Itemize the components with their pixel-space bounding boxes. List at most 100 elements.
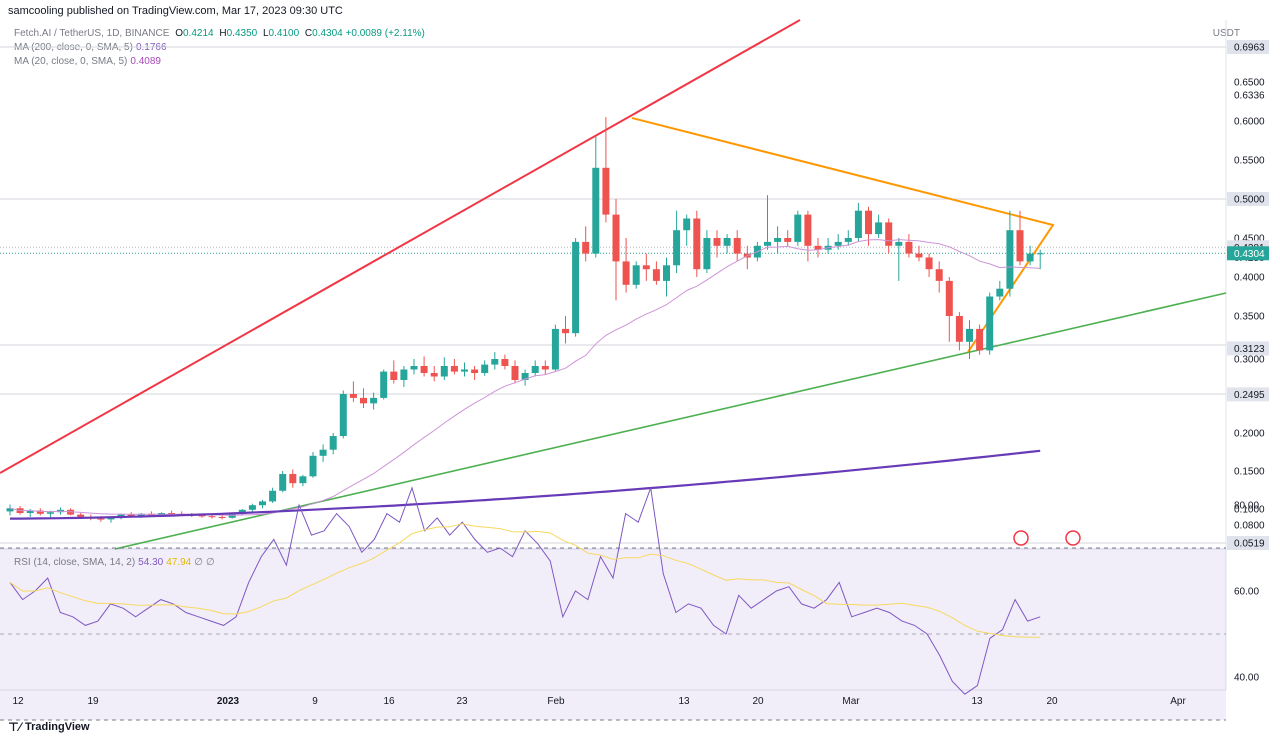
time-tick-label: 20 [1046,696,1058,707]
candle [986,296,994,351]
price-label-box [1227,192,1269,206]
candle [430,373,438,377]
price-tick-label: 0.5000 [1234,195,1265,206]
candle [521,373,529,380]
candle [137,513,145,517]
price-tick-label: 0.3123 [1234,344,1265,355]
candle [895,241,903,246]
time-tick-label: Feb [547,696,565,707]
time-tick-label: 19 [87,696,99,707]
price-tick-label: 0.3500 [1234,312,1265,323]
ma20-legend[interactable]: MA (20, close, 0, SMA, 5) 0.4089 [14,56,161,67]
candle [733,238,741,254]
candle [875,222,883,235]
candle [683,218,691,231]
event-flag-icon [1013,530,1029,546]
rsi-tick-label: 80.00 [1234,501,1259,512]
candle [410,366,418,370]
candle [804,214,812,246]
candle [481,364,489,373]
rsi-value: 54.30 [138,557,164,568]
candle [612,214,620,262]
candle [279,474,287,491]
candle [713,238,721,246]
candle [905,241,913,254]
price-tick-label: 0.6963 [1234,43,1265,54]
candle [673,230,681,266]
rsi-sma-value: 47.94 [166,557,192,568]
price-tick-label: 0.2000 [1234,429,1265,440]
candle [248,505,256,510]
close-value: 0.4304 [312,28,343,39]
brand-name: TradingView [24,721,90,733]
time-tick-label: 16 [383,696,395,707]
price-label-box [1227,387,1269,402]
rsi-legend[interactable]: RSI (14, close, SMA, 14, 2) 54.30 47.94 ∅ ∅ [14,557,215,568]
time-tick-label: 13 [678,696,690,707]
time-tick-label: 12 [12,696,24,707]
candle [238,509,246,514]
candle [491,359,499,365]
candle [602,167,610,215]
candle [360,397,367,404]
tradingview-brand[interactable]: ⊤⁄ TradingView [8,720,90,734]
candle [269,490,277,502]
candle [339,394,347,437]
rsi-extra-1: ∅ [194,557,203,568]
price-tick-label: 0.0800 [1234,521,1265,532]
candle [996,288,1004,297]
price-tick-label: 0.1000 [1234,505,1265,516]
candle [329,436,337,450]
candle [562,328,569,334]
candle [218,517,226,518]
candle [945,280,953,316]
rsi-line [9,486,1041,695]
tradingview-logo-icon: ⊤⁄ [8,720,21,734]
candle [127,514,135,517]
price-tick-label: 0.6000 [1234,117,1265,128]
candle [551,328,559,370]
candle [349,394,357,398]
time-tick-label: Mar [842,696,860,707]
rsi-tick-label: 60.00 [1234,587,1259,598]
candle [531,366,539,373]
event-flag-icon [1065,530,1081,546]
candle [309,455,317,477]
candle [865,210,872,235]
candle [814,245,822,250]
price-tick-label: 0.6500 [1234,78,1265,89]
price-tick-label: 0.4000 [1234,273,1265,284]
candle [400,369,408,380]
candle [6,508,14,512]
candle [461,369,468,372]
rsi-sma-line [9,523,1041,638]
time-tick-label: 13 [971,696,983,707]
candle [471,369,479,373]
upper-trend-line [0,19,801,474]
candle [925,257,933,270]
candle [935,269,943,281]
ma20-value: 0.4089 [130,56,161,67]
candle [834,241,842,246]
symbol-legend: Fetch.AI / TetherUS, 1D, BINANCE O0.4214… [14,28,425,39]
candle [885,222,893,246]
candle [966,328,973,342]
candle [370,397,378,404]
candle [440,366,448,377]
candle [97,518,105,520]
time-tick-label: Apr [1170,696,1186,707]
low-value: 0.4100 [268,28,300,39]
candle [77,514,85,517]
triangle-wedge [631,117,1055,353]
candle [1016,230,1024,262]
candle [319,449,327,456]
time-tick-label: 9 [312,696,318,707]
open-value: 0.4214 [183,28,214,39]
price-label-box [1227,40,1269,54]
high-value: 0.4350 [226,28,258,39]
candle [380,371,388,398]
price-tick-label: 0.3000 [1234,355,1265,366]
symbol-title[interactable]: Fetch.AI / TetherUS, 1D, BINANCE [14,28,170,39]
candle [784,238,792,242]
